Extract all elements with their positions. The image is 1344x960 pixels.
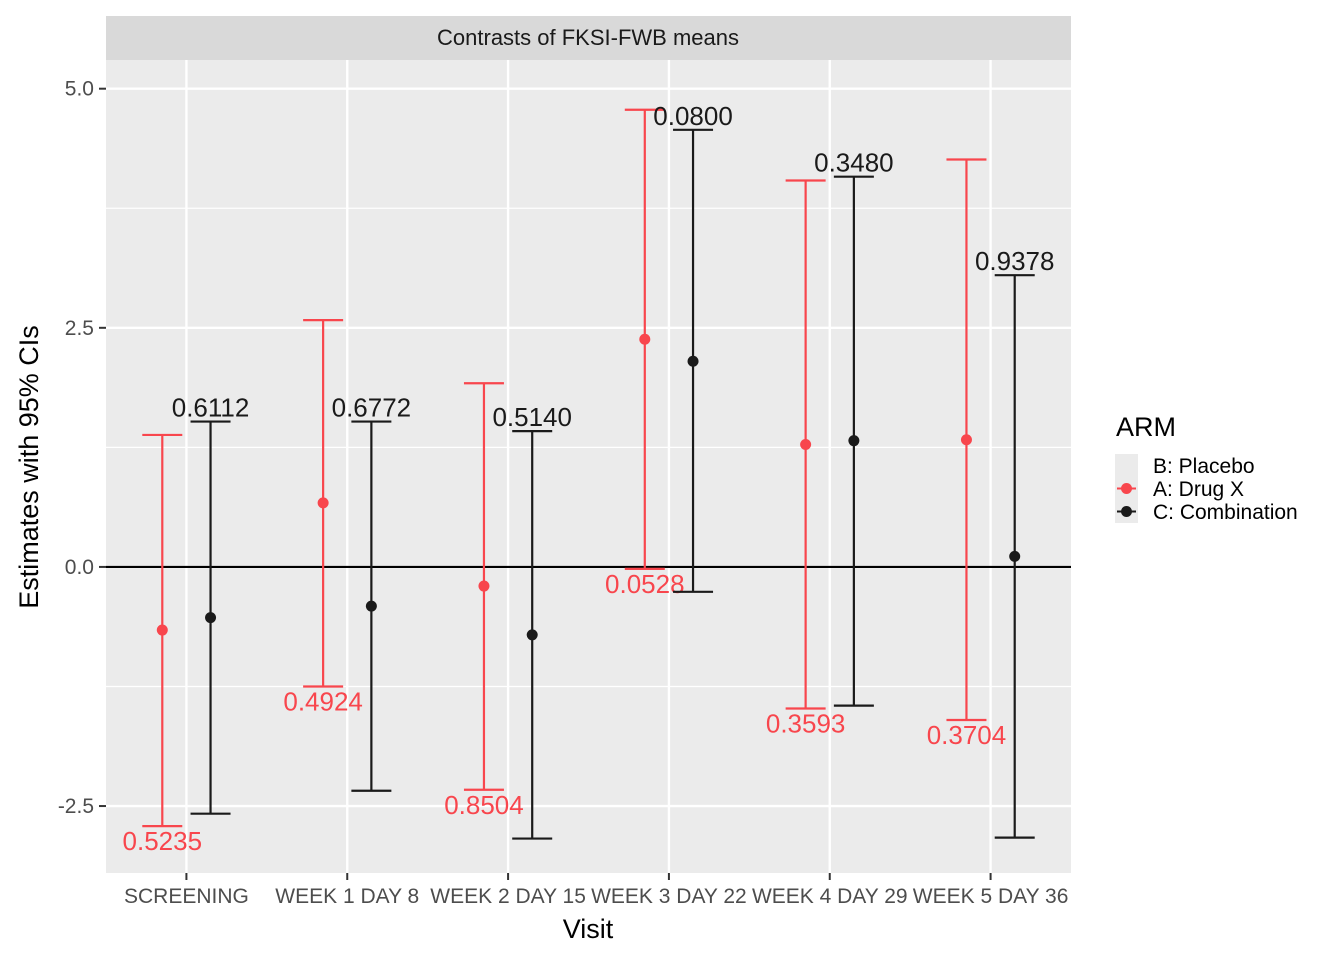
legend-key — [1115, 454, 1138, 477]
x-tick-label: WEEK 2 DAY 15 — [430, 885, 586, 908]
pvalue-label: 0.8504 — [444, 790, 524, 820]
estimate-point — [365, 600, 377, 612]
pvalue-label: 0.3704 — [927, 720, 1007, 750]
legend-label: C: Combination — [1153, 501, 1298, 524]
pvalue-label: 0.5235 — [123, 826, 203, 856]
pvalue-label: 0.0800 — [653, 101, 733, 131]
estimate-point — [800, 439, 812, 451]
y-axis-title: Estimates with 95% CIs — [14, 325, 44, 609]
x-tick-label: SCREENING — [124, 885, 249, 908]
legend-title: ARM — [1116, 412, 1176, 442]
estimate-point — [1009, 550, 1021, 562]
legend-key-point — [1121, 483, 1132, 494]
pvalue-label: 0.5140 — [492, 402, 572, 432]
gridlines — [106, 60, 1071, 873]
estimate-point — [156, 624, 168, 636]
x-axis-title: Visit — [563, 914, 614, 944]
series-1: 0.6112 0.6772 0.5140 0.0800 0.3480 0.9378 — [172, 101, 1055, 840]
estimate-point — [478, 580, 490, 592]
pvalue-label: 0.6112 — [172, 393, 250, 423]
x-tick-label: WEEK 4 DAY 29 — [752, 885, 908, 908]
x-tick-label: WEEK 5 DAY 36 — [913, 885, 1069, 908]
estimate-point — [526, 629, 538, 641]
pvalue-label: 0.3480 — [814, 148, 894, 178]
pvalue-label: 0.0528 — [605, 569, 685, 599]
legend-label: A: Drug X — [1153, 478, 1244, 501]
estimate-point — [848, 435, 860, 447]
pvalue-label: 0.9378 — [975, 246, 1055, 276]
estimate-point — [205, 612, 217, 624]
estimate-point — [960, 434, 972, 446]
legend-label: B: Placebo — [1153, 455, 1255, 478]
x-tick-label: WEEK 1 DAY 8 — [275, 885, 419, 908]
strip-background — [106, 16, 1071, 60]
y-tick-label: -2.5 — [58, 795, 94, 818]
estimate-point — [639, 333, 651, 345]
x-axis: SCREENING WEEK 1 DAY 8 WEEK 2 DAY 15 WEEK 3… — [124, 873, 1068, 908]
estimate-point — [687, 355, 699, 367]
plot-panel — [106, 60, 1071, 873]
y-tick-label: 2.5 — [65, 317, 94, 340]
estimate-point — [317, 497, 329, 509]
x-tick-label: WEEK 3 DAY 22 — [591, 885, 747, 908]
y-tick-label: 0.0 — [65, 556, 94, 579]
pvalue-label: 0.4924 — [283, 686, 363, 716]
legend-key-point — [1121, 506, 1132, 517]
pvalue-label: 0.6772 — [332, 393, 412, 423]
y-tick-label: 5.0 — [65, 78, 94, 101]
pvalue-label: 0.3593 — [766, 708, 846, 738]
strip-title: Contrasts of FKSI-FWB means — [437, 25, 739, 50]
y-axis: -2.5 0.0 2.5 5.0 — [58, 78, 106, 818]
series-0: 0.5235 0.4924 0.8504 0.0528 0.3593 0.3704 — [123, 108, 1007, 856]
